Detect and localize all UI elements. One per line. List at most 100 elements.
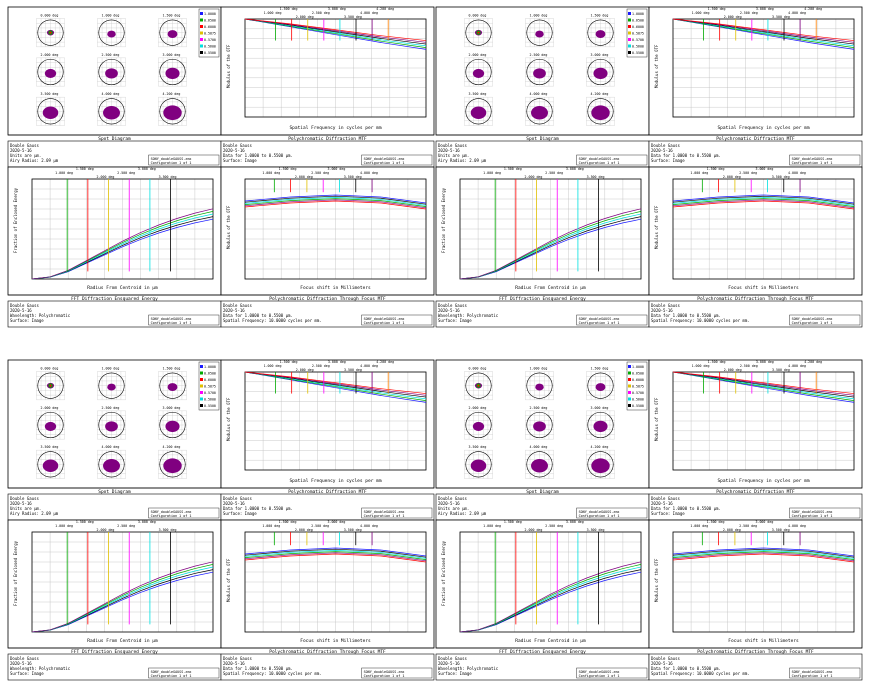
info-line: 2020-5-16: [438, 308, 460, 313]
info-line: 2020-5-16: [438, 148, 460, 153]
spot-blob: [470, 106, 487, 119]
info-line: Data for 1.0000 to 0.5500 µm.: [651, 313, 721, 318]
plot-frame: [459, 531, 642, 633]
field-label: 1.000 deg: [264, 364, 282, 368]
panel-title: Polychromatic Diffraction MTF: [288, 489, 367, 495]
info-line: Surface: Image: [10, 318, 44, 323]
spot-cell: 2.000 deg: [464, 53, 493, 87]
panel-title: Polychromatic Diffraction Through Focus …: [269, 296, 386, 302]
spot-blob: [42, 459, 59, 472]
spot-blob: [531, 458, 548, 473]
field-label: 2.500 deg: [311, 171, 329, 175]
info-line: 2020-5-16: [223, 308, 245, 313]
info-line: 2020-5-16: [651, 501, 673, 506]
spot-field-label: 2.000 deg: [469, 406, 487, 410]
tf-y-label: Modulus of the OTF: [654, 558, 659, 602]
field-label: 1.000 deg: [262, 171, 280, 175]
tf-series: [672, 553, 855, 563]
field-label: 1.500 deg: [279, 520, 297, 524]
info-line: Airy Radius: 2.09 µm: [438, 158, 487, 163]
file-box: [361, 667, 433, 679]
legend-swatch: [628, 391, 631, 394]
info-line: Double Gauss: [223, 496, 252, 501]
field-label: 1.000 deg: [55, 524, 73, 528]
plot-frame: [459, 178, 642, 280]
tf-series: [672, 197, 855, 206]
spot-cell: 0.000 deg: [36, 14, 65, 47]
field-label: 2.000 deg: [723, 175, 741, 179]
airy-circle: [159, 451, 186, 478]
spot-field-label: 0.000 deg: [41, 367, 59, 371]
spot-cell: 0.000 deg: [36, 367, 65, 400]
mtf-series: [672, 18, 855, 41]
spot-blob: [593, 67, 608, 80]
legend-swatch: [628, 371, 631, 375]
field-label: 3.500 deg: [587, 175, 605, 179]
mtf-y-label: Modulus of the OTF: [654, 397, 659, 441]
airy-circle: [159, 58, 186, 86]
field-label: 3.500 deg: [159, 175, 177, 179]
tf-series: [244, 551, 427, 560]
legend-swatch: [200, 384, 203, 388]
configuration-label: Configuration 1 of 1: [151, 161, 192, 165]
mtf-series: [244, 371, 427, 403]
tf-series: [244, 200, 427, 210]
field-label: 3.500 deg: [159, 528, 177, 532]
info-line: Surface: Image: [438, 671, 472, 676]
airy-circle: [37, 411, 64, 439]
info-line: Data for 1.0000 to 0.5500 µm.: [651, 666, 721, 671]
panel-title: Polychromatic Diffraction MTF: [716, 489, 795, 495]
file-name: SONY_doubleGAUSS.zmx: [364, 157, 405, 161]
tf-y-label: Modulus of the OTF: [654, 205, 659, 249]
legend-entry: 0.5700: [204, 391, 216, 395]
field-label: 2.500 deg: [545, 524, 563, 528]
configuration-label: Configuration 1 of 1: [792, 674, 833, 678]
panel-title: Spot Diagram: [98, 136, 131, 142]
field-label: 2.500 deg: [117, 171, 135, 175]
spot-blob: [103, 105, 120, 120]
info-line: Surface: Image: [223, 511, 257, 516]
spot-cell: 4.000 deg: [97, 445, 126, 479]
mtf-series: [672, 371, 855, 396]
ee-y-label: Fraction of Enclosed Energy: [441, 187, 446, 253]
panel-title: Polychromatic Diffraction Through Focus …: [697, 296, 814, 302]
spot-field-label: 4.000 deg: [102, 445, 120, 449]
mtf-series: [672, 371, 855, 401]
info-line: 2020-5-16: [438, 501, 460, 506]
wavelength-legend: 1.0000 0.6500 0.6000 0.5875 0.5700 0.5600 0.55…: [626, 361, 648, 411]
spot-cell: 1.000 deg: [525, 367, 554, 400]
info-line: Wavelength: Polychromatic: [438, 313, 499, 318]
airy-circle: [587, 58, 614, 86]
tf-series: [244, 197, 427, 206]
spot-blob: [107, 383, 116, 391]
file-name: SONY_doubleGAUSS.zmx: [792, 157, 833, 161]
info-line: Wavelength: Polychromatic: [438, 666, 499, 671]
tf-series: [244, 548, 427, 558]
spot-blob: [103, 458, 120, 473]
field-label: 4.200 deg: [804, 360, 822, 364]
spot-cell: 1.500 deg: [158, 14, 187, 47]
spot-cell: 3.500 deg: [464, 445, 493, 479]
spot-cell: 1.500 deg: [158, 367, 187, 400]
field-label: 4.000 deg: [788, 171, 806, 175]
spot-cell: 3.000 deg: [158, 406, 187, 440]
info-line: Wavelength: Polychromatic: [10, 313, 71, 318]
field-label: 4.200 deg: [376, 7, 394, 11]
file-box: [361, 507, 433, 519]
spot-field-label: 4.200 deg: [591, 445, 609, 449]
legend-entry: 0.6000: [204, 378, 216, 382]
configuration-label: Configuration 1 of 1: [579, 674, 620, 678]
legend-swatch: [200, 378, 203, 381]
field-label: 3.000 deg: [327, 520, 345, 524]
ee-panel: [7, 166, 222, 296]
tf-x-label: Focus shift in Millimeters: [300, 638, 371, 644]
legend-swatch: [628, 51, 631, 54]
mtf-series: [672, 371, 855, 398]
info-line: Double Gauss: [438, 303, 467, 308]
mtf-y-label: Modulus of the OTF: [226, 44, 231, 88]
file-name: SONY_doubleGAUSS.zmx: [151, 670, 192, 674]
legend-entry: 0.5700: [632, 38, 644, 42]
panel-title: Polychromatic Diffraction Through Focus …: [269, 649, 386, 655]
configuration-label: Configuration 1 of 1: [151, 674, 192, 678]
